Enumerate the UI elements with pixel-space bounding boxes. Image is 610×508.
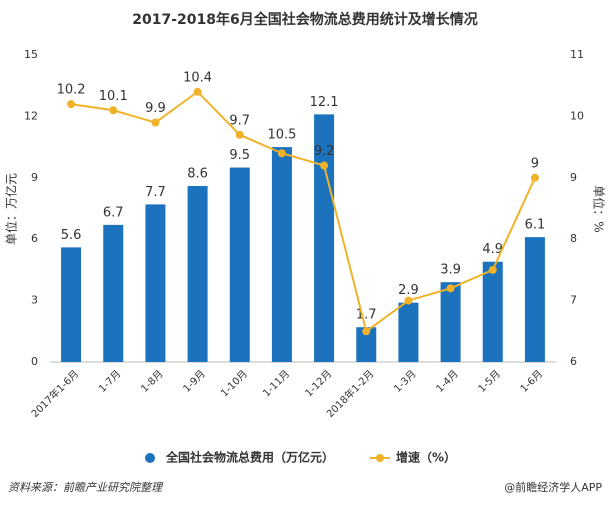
x-tick-label: 1-12月 [303, 368, 335, 400]
y-tick-label: 12 [24, 109, 38, 122]
bar [103, 224, 124, 362]
bar-label: 12.1 [310, 95, 339, 110]
line-label: 9.7 [229, 113, 250, 128]
line-point [530, 173, 539, 182]
source: 资料来源：前瞻产业研究院整理 [8, 481, 164, 494]
line-point [109, 106, 118, 115]
line-label: 10.2 [57, 83, 86, 98]
bar [187, 185, 208, 362]
y2-tick-label: 9 [570, 171, 577, 184]
bar [356, 327, 377, 362]
line [70, 90, 536, 333]
y2-axis-label: 单位：% [592, 185, 607, 232]
bar-label: 2.9 [398, 283, 419, 298]
x-tick-label: 1-9月 [181, 368, 208, 395]
x-tick-label: 2017年1-6月 [28, 367, 81, 420]
bar-label: 1.7 [356, 308, 377, 323]
line-point [446, 284, 455, 293]
legend-swatch [376, 454, 384, 462]
bar-label: 4.9 [482, 242, 503, 257]
line-label: 10.1 [99, 89, 128, 104]
credit: @前瞻经济学人APP [504, 480, 602, 494]
bar-label: 8.6 [187, 166, 208, 181]
line-point [67, 100, 76, 109]
bar [440, 282, 461, 362]
x-tick-label: 1-11月 [261, 368, 293, 400]
x-tick-label: 1-8月 [139, 368, 166, 395]
y-tick-label: 0 [31, 355, 38, 368]
bar-label: 5.6 [61, 228, 82, 243]
chart-title: 2017-2018年6月全国社会物流总费用统计及增长情况 [132, 11, 477, 28]
bar-label: 6.1 [525, 218, 546, 233]
line-label: 9.9 [145, 101, 166, 116]
bar [61, 247, 82, 362]
y-tick-label: 6 [31, 232, 38, 245]
line-point [193, 87, 202, 96]
y2-tick-label: 7 [570, 294, 577, 307]
bar [271, 147, 292, 362]
x-tick-label: 1-5月 [476, 368, 503, 395]
x-tick-label: 1-3月 [392, 368, 419, 395]
bar-label: 10.5 [267, 128, 296, 143]
x-tick-label: 1-10月 [218, 368, 250, 400]
y2-tick-label: 6 [570, 355, 577, 368]
y-axis-label: 单位：万亿元 [4, 173, 19, 245]
line-point [488, 265, 497, 274]
bar-label: 6.7 [103, 205, 124, 220]
bar [524, 237, 545, 362]
bar-label: 9.5 [229, 148, 250, 163]
line-point [277, 149, 286, 158]
y-tick-label: 15 [24, 48, 38, 61]
y2-tick-label: 11 [570, 48, 584, 61]
legend-label: 全国社会物流总费用（万亿元） [165, 450, 334, 465]
bar [314, 114, 335, 362]
y2-tick-label: 8 [570, 232, 577, 245]
legend-label: 增速（%） [396, 450, 456, 465]
bar-label: 3.9 [440, 263, 461, 278]
x-tick-label: 1-4月 [434, 368, 461, 395]
y-tick-label: 3 [31, 294, 38, 307]
line-label: 9 [531, 156, 539, 171]
y-tick-label: 9 [31, 171, 38, 184]
y2-tick-label: 10 [570, 109, 584, 122]
line-label: 9.2 [314, 144, 335, 159]
bar [398, 302, 419, 362]
bar [229, 167, 250, 362]
line-point [235, 130, 244, 139]
x-tick-label: 1-6月 [518, 368, 545, 395]
bar [145, 204, 166, 362]
legend-swatch [145, 453, 155, 463]
line-point [151, 118, 160, 127]
line-point [320, 161, 329, 170]
line-label: 10.4 [183, 70, 212, 85]
x-tick-label: 1-7月 [96, 368, 123, 395]
line-point [362, 327, 371, 336]
line-point [404, 296, 413, 305]
bar [482, 261, 503, 362]
bar-label: 7.7 [145, 185, 166, 200]
